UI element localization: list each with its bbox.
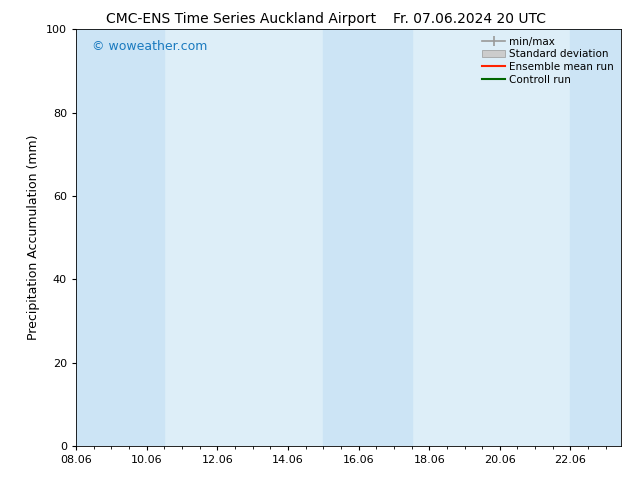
Bar [76,29,112,446]
Bar [323,29,359,446]
Bar [359,29,411,446]
Bar [571,29,621,446]
Legend: min/max, Standard deviation, Ensemble mean run, Controll run: min/max, Standard deviation, Ensemble me… [480,35,616,87]
Y-axis label: Precipitation Accumulation (mm): Precipitation Accumulation (mm) [27,135,41,341]
Text: © woweather.com: © woweather.com [93,40,208,53]
Text: Fr. 07.06.2024 20 UTC: Fr. 07.06.2024 20 UTC [392,12,546,26]
Text: CMC-ENS Time Series Auckland Airport: CMC-ENS Time Series Auckland Airport [106,12,376,26]
Bar [112,29,164,446]
